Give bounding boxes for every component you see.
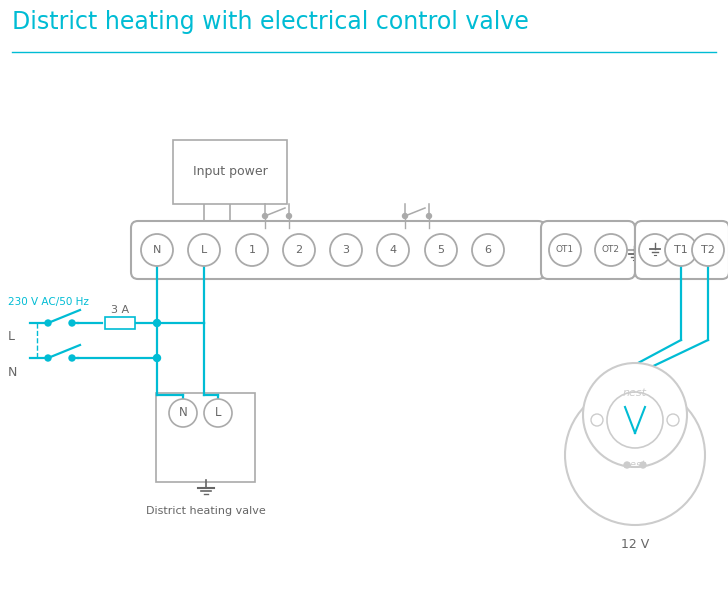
Circle shape (283, 234, 315, 266)
Text: 2: 2 (296, 245, 303, 255)
Circle shape (169, 399, 197, 427)
Circle shape (236, 234, 268, 266)
Circle shape (425, 234, 457, 266)
Text: 230 V AC/50 Hz: 230 V AC/50 Hz (8, 297, 89, 307)
Circle shape (472, 234, 504, 266)
Text: OT1: OT1 (556, 245, 574, 254)
Text: 3 A: 3 A (111, 305, 129, 315)
Text: nest: nest (624, 460, 646, 470)
Text: N: N (153, 245, 161, 255)
Circle shape (287, 213, 291, 219)
FancyBboxPatch shape (635, 221, 728, 279)
FancyBboxPatch shape (173, 140, 287, 204)
Circle shape (595, 234, 627, 266)
Circle shape (204, 399, 232, 427)
Circle shape (69, 320, 75, 326)
Text: L: L (215, 406, 221, 419)
Text: 6: 6 (485, 245, 491, 255)
Circle shape (591, 414, 603, 426)
Text: T2: T2 (701, 245, 715, 255)
FancyBboxPatch shape (156, 393, 255, 482)
Circle shape (141, 234, 173, 266)
Text: 5: 5 (438, 245, 445, 255)
Text: T1: T1 (674, 245, 688, 255)
Circle shape (607, 392, 663, 448)
FancyBboxPatch shape (541, 221, 635, 279)
Circle shape (639, 234, 671, 266)
FancyBboxPatch shape (105, 317, 135, 329)
Circle shape (667, 414, 679, 426)
Text: L: L (201, 245, 207, 255)
Circle shape (69, 355, 75, 361)
Text: N: N (8, 365, 17, 378)
Circle shape (549, 234, 581, 266)
Text: 3: 3 (342, 245, 349, 255)
Text: Input power: Input power (193, 166, 267, 179)
Circle shape (427, 213, 432, 219)
Circle shape (640, 462, 646, 468)
Text: OT2: OT2 (602, 245, 620, 254)
Circle shape (154, 320, 160, 327)
Text: 4: 4 (389, 245, 397, 255)
Circle shape (154, 355, 160, 362)
Circle shape (188, 234, 220, 266)
Text: 12 V: 12 V (621, 539, 649, 551)
Circle shape (45, 320, 51, 326)
Circle shape (583, 363, 687, 467)
Circle shape (665, 234, 697, 266)
Circle shape (263, 213, 267, 219)
Circle shape (624, 462, 630, 468)
Circle shape (45, 355, 51, 361)
Circle shape (330, 234, 362, 266)
Circle shape (377, 234, 409, 266)
Text: District heating valve: District heating valve (146, 506, 266, 516)
Text: 1: 1 (248, 245, 256, 255)
Text: N: N (178, 406, 187, 419)
Circle shape (692, 234, 724, 266)
Text: District heating with electrical control valve: District heating with electrical control… (12, 10, 529, 34)
Circle shape (403, 213, 408, 219)
FancyBboxPatch shape (131, 221, 545, 279)
Circle shape (565, 385, 705, 525)
Text: L: L (8, 330, 15, 343)
Text: nest: nest (623, 388, 647, 398)
